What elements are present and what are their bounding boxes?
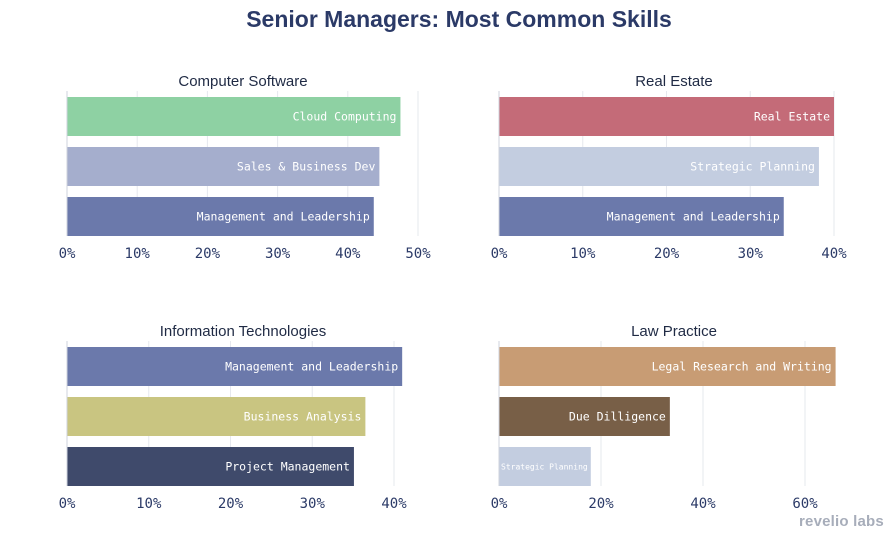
chart-panel-1: Computer Software Cloud Computing Sales & …: [59, 73, 432, 262]
tick-label: 20%: [588, 496, 614, 512]
tick-label: 50%: [405, 246, 431, 262]
bar: [67, 447, 354, 486]
tick-label: 20%: [654, 246, 680, 262]
tick-label: 30%: [265, 246, 291, 262]
revelio-labs-logo: revelio labs: [799, 513, 884, 530]
bar-label: Legal Research and Writing: [652, 360, 832, 374]
bar-label: Management and Leadership: [197, 210, 370, 224]
tick-label: 0%: [59, 246, 76, 262]
bar: [499, 197, 784, 236]
tick-label: 10%: [125, 246, 151, 262]
bar: [67, 347, 403, 386]
chart-title: Information Technologies: [160, 323, 327, 340]
chart-panel-3: Information Technologies Management and L…: [59, 323, 408, 512]
tick-label: 60%: [792, 496, 818, 512]
bar-label: Cloud Computing: [293, 110, 397, 124]
bar-label: Management and Leadership: [607, 210, 780, 224]
tick-label: 40%: [381, 496, 407, 512]
tick-label: 40%: [335, 246, 361, 262]
chart-panel-2: Real Estate Real Estate Strategic Planning…: [491, 73, 848, 262]
bar: [499, 447, 591, 486]
bar-label: Due Dilligence: [569, 410, 666, 424]
bar: [67, 97, 401, 136]
tick-label: 40%: [821, 246, 847, 262]
bar: [67, 197, 374, 236]
page-title: Senior Managers: Most Common Skills: [246, 6, 672, 32]
tick-label: 0%: [491, 246, 508, 262]
bar: [499, 347, 836, 386]
bar: [499, 397, 670, 436]
bar: [67, 397, 366, 436]
bar-label: Strategic Planning: [501, 463, 588, 472]
tick-label: 0%: [59, 496, 76, 512]
tick-label: 30%: [300, 496, 326, 512]
bar-label: Sales & Business Dev: [237, 160, 376, 174]
bar-label: Strategic Planning: [690, 160, 815, 174]
tick-label: 40%: [690, 496, 716, 512]
bar: [499, 147, 819, 186]
chart-title: Computer Software: [178, 73, 307, 90]
bar: [499, 97, 834, 136]
tick-label: 20%: [218, 496, 244, 512]
chart-panel-4: Law Practice Legal Research and Writing Du…: [491, 323, 836, 512]
bar-label: Project Management: [225, 460, 350, 474]
bar: [67, 147, 380, 186]
tick-label: 10%: [570, 246, 596, 262]
bar-label: Real Estate: [754, 110, 830, 124]
tick-label: 30%: [738, 246, 764, 262]
bar-label: Business Analysis: [244, 410, 362, 424]
bar-label: Management and Leadership: [225, 360, 398, 374]
chart-title: Law Practice: [631, 323, 717, 340]
chart-title: Real Estate: [635, 73, 713, 90]
tick-label: 20%: [195, 246, 221, 262]
tick-label: 10%: [136, 496, 162, 512]
tick-label: 0%: [491, 496, 508, 512]
